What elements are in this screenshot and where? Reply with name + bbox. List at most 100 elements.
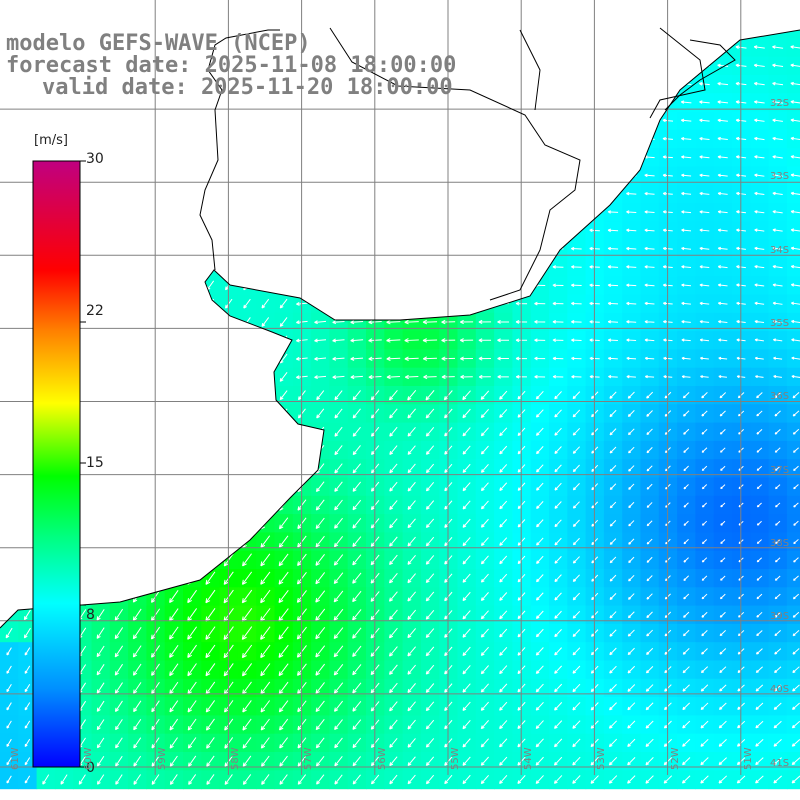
wind-arrow [462, 665, 471, 675]
wind-cell [128, 514, 147, 533]
wind-arrow [315, 590, 326, 603]
wind-cell [237, 404, 257, 424]
wind-cell [219, 404, 239, 424]
wind-arrow [206, 134, 215, 144]
wind-cell [128, 386, 147, 405]
wind-arrow [792, 611, 800, 618]
wind-arrow [462, 445, 471, 455]
wind-cell [494, 203, 513, 222]
wind-arrow [115, 353, 123, 364]
wind-field [0, 30, 800, 790]
wind-arrow [480, 592, 489, 601]
wind-arrow [423, 301, 437, 306]
wind-arrow [5, 426, 13, 437]
wind-arrow [333, 608, 344, 621]
wind-arrow [554, 574, 562, 583]
wind-arrow [535, 610, 544, 619]
wind-cell [439, 30, 459, 39]
wind-arrow [772, 155, 783, 159]
wind-arrow [314, 375, 327, 380]
wind-arrow [628, 501, 635, 509]
wind-arrow [773, 356, 783, 360]
wind-arrow [720, 465, 726, 471]
wind-arrow [114, 663, 124, 676]
wind-arrow [552, 173, 564, 178]
wind-cell [494, 129, 513, 149]
wind-arrow [96, 737, 105, 749]
wind-arrow [169, 626, 179, 640]
wind-arrow [314, 155, 326, 160]
wind-cell [494, 257, 513, 277]
wind-cell [146, 203, 166, 222]
wind-cell [420, 184, 440, 204]
lat-label: 41S [770, 757, 790, 769]
wind-arrow [133, 317, 141, 327]
wind-arrow [554, 519, 562, 528]
wind-arrow [169, 700, 179, 713]
wind-cell [91, 349, 111, 369]
wind-arrow [132, 608, 142, 621]
wind-arrow [114, 645, 124, 658]
wind-arrow [314, 119, 326, 123]
wind-arrow [388, 609, 398, 621]
wind-arrow [756, 484, 762, 490]
wind-cell [786, 495, 800, 515]
wind-arrow [115, 408, 123, 419]
wind-arrow [351, 137, 363, 142]
wind-arrow [315, 499, 325, 511]
wind-arrow [24, 665, 31, 674]
wind-arrow [334, 481, 343, 492]
wind-arrow [720, 520, 726, 526]
wind-arrow [718, 320, 728, 324]
wind-arrow [479, 228, 491, 233]
wind-cell [786, 550, 800, 570]
wind-cell [585, 30, 605, 39]
wind-arrow [188, 335, 196, 346]
wind-cell [0, 404, 19, 424]
wind-arrow [389, 481, 398, 492]
wind-arrow [243, 408, 251, 419]
wind-arrow [736, 775, 746, 784]
wind-arrow [462, 610, 471, 620]
wind-cell [109, 514, 129, 533]
wind-arrow [718, 775, 728, 784]
wind-arrow [333, 554, 344, 566]
wind-arrow [792, 666, 800, 674]
wind-arrow [683, 502, 689, 508]
wind-arrow [773, 720, 782, 729]
wind-cell [530, 74, 550, 94]
wind-cell [146, 148, 166, 167]
wind-arrow [279, 774, 288, 785]
wind-arrow [278, 535, 289, 548]
wind-cell [292, 221, 312, 241]
wind-arrow [607, 100, 619, 105]
wind-cell [402, 276, 422, 296]
wind-arrow [534, 82, 546, 86]
wind-arrow [478, 356, 491, 361]
wind-arrow [206, 353, 215, 364]
wind-cell [786, 440, 800, 460]
wind-cell [183, 221, 202, 241]
wind-cell [475, 56, 495, 76]
wind-cell [201, 477, 221, 497]
wind-arrow [480, 482, 489, 492]
wind-arrow [334, 774, 343, 785]
wind-arrow [389, 774, 398, 785]
wind-arrow [699, 191, 710, 196]
wind-cell [201, 111, 221, 131]
wind-arrow [572, 720, 581, 729]
wind-cell [494, 74, 513, 94]
wind-arrow [754, 118, 765, 123]
wind-cell [164, 459, 184, 479]
wind-cell [201, 550, 221, 570]
wind-cell [439, 221, 459, 241]
wind-cell [786, 678, 800, 698]
wind-cell [366, 129, 385, 149]
wind-arrow [115, 207, 123, 218]
wind-arrow [700, 375, 709, 379]
wind-arrow [96, 755, 105, 767]
wind-arrow [626, 375, 636, 379]
wind-cell [256, 221, 276, 241]
wind-arrow [535, 391, 544, 400]
wind-arrow [261, 408, 270, 419]
